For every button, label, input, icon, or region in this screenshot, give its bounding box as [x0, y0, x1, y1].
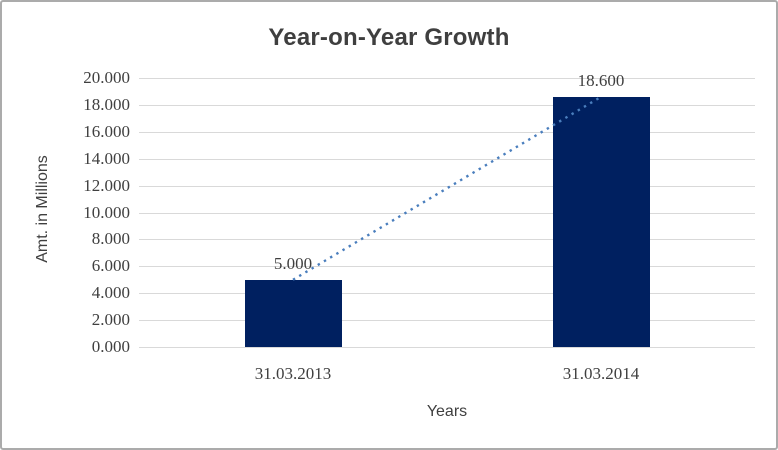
trendline: [292, 95, 602, 281]
x-tick-label: 31.03.2013: [254, 364, 332, 383]
x-axis-title: Years: [426, 403, 468, 420]
y-tick-label: 12.000: [83, 176, 130, 195]
bar: [553, 97, 650, 347]
data-label: 18.600: [577, 71, 625, 90]
y-tick-label: 6.000: [91, 256, 130, 275]
y-tick-label: 18.000: [83, 95, 130, 114]
gridline: [139, 132, 755, 133]
x-axis-line: [139, 347, 755, 348]
x-tick-label: 31.03.2014: [562, 364, 640, 383]
y-tick-label: 0.000: [91, 337, 130, 356]
gridline: [139, 266, 755, 267]
gridline: [139, 213, 755, 214]
gridline: [139, 159, 755, 160]
y-tick-label: 4.000: [91, 283, 130, 302]
gridline: [139, 78, 755, 79]
y-tick-label: 2.000: [91, 310, 130, 329]
y-tick-label: 20.000: [83, 68, 130, 87]
y-tick-label: 14.000: [83, 149, 130, 168]
y-tick-label: 10.000: [83, 203, 130, 222]
chart-title: Year-on-Year Growth: [268, 24, 510, 51]
y-tick-label: 8.000: [91, 229, 130, 248]
y-tick-label: 16.000: [83, 122, 130, 141]
gridline: [139, 105, 755, 106]
gridline: [139, 320, 755, 321]
gridline: [139, 293, 755, 294]
gridline: [139, 186, 755, 187]
gridline: [139, 239, 755, 240]
data-label: 5.000: [273, 254, 313, 273]
bar: [245, 280, 342, 347]
